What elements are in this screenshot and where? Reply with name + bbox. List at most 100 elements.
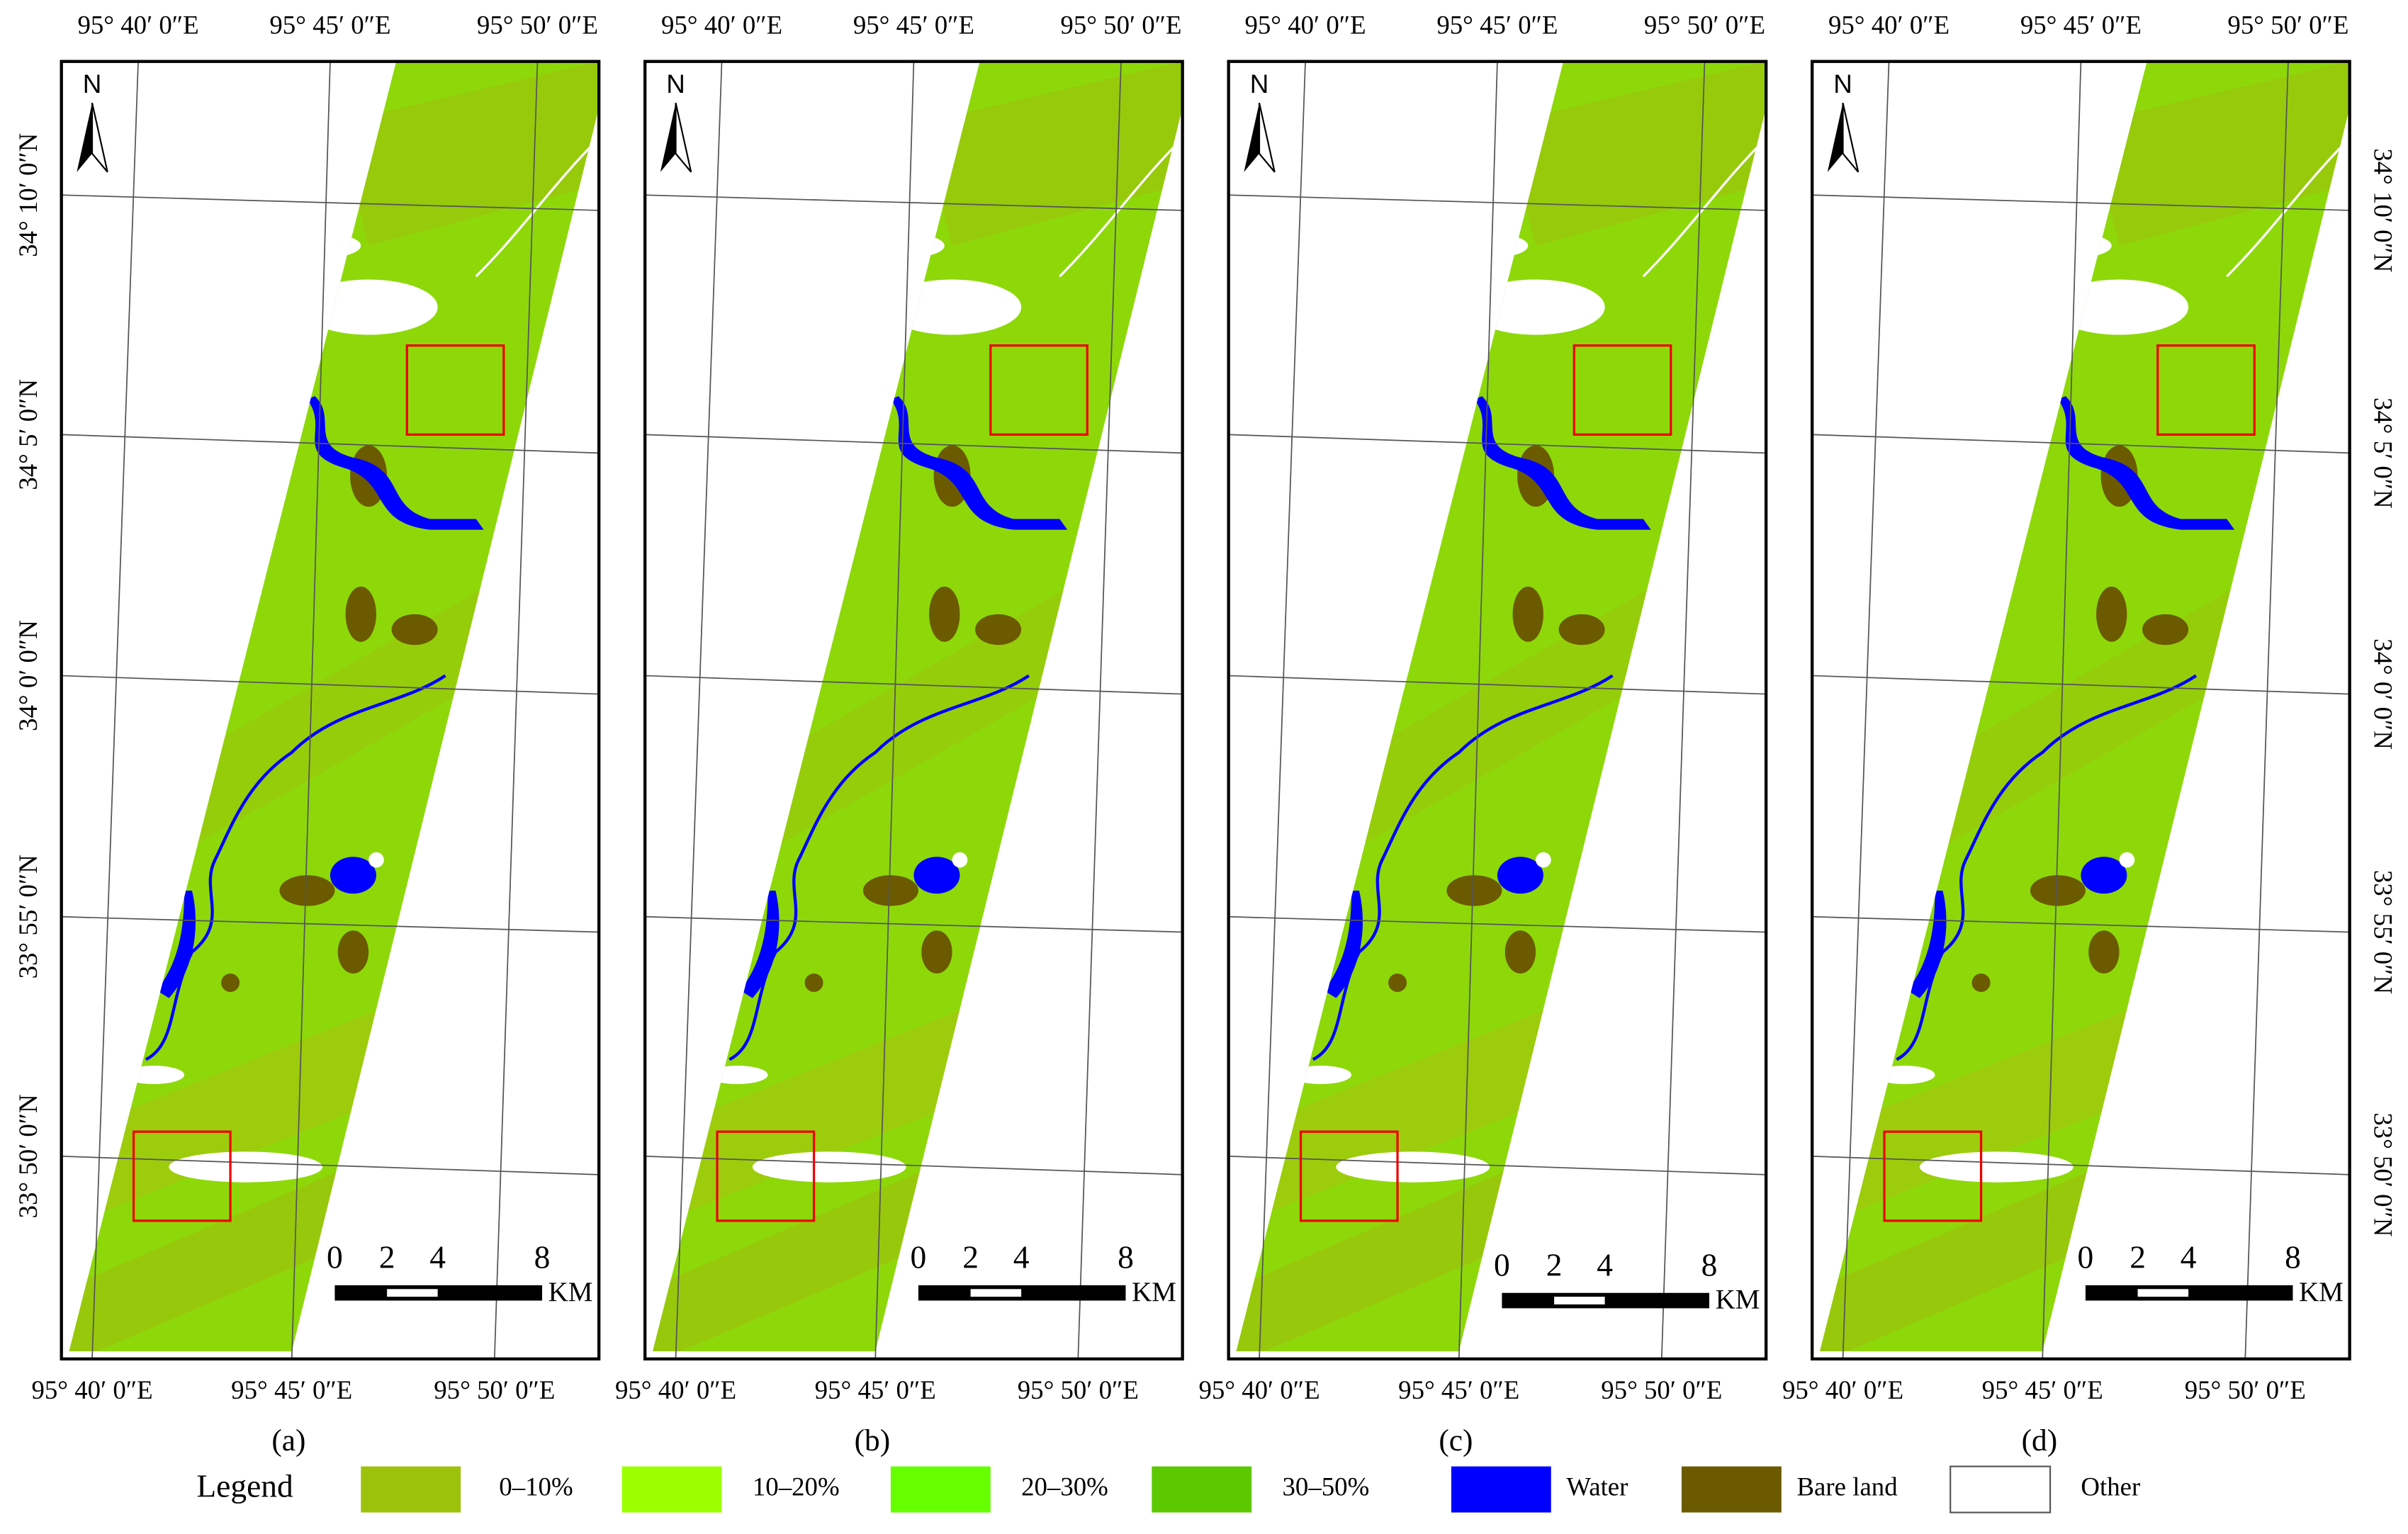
parallel (645, 675, 1183, 695)
parallel (61, 1155, 600, 1175)
legend-label: 30–50% (1283, 1472, 1370, 1501)
north-label: N (83, 69, 102, 98)
map-panel: 95° 40′ 0″E 95° 40′ 0″E 95° 45′ 0″E 95° 45′… (615, 10, 1183, 1457)
panel-caption: (a) (271, 1423, 305, 1457)
highlight-box (132, 1130, 232, 1222)
scale-tick-label: 8 (2285, 1239, 2301, 1275)
longitude-label: 95° 50′ 0″E (2227, 10, 2348, 39)
panel-caption: (d) (2022, 1423, 2058, 1457)
highlight-box (1883, 1130, 1983, 1222)
scale-tick-label: 4 (1597, 1246, 1613, 1282)
parallel (1228, 194, 1767, 211)
meridian (874, 61, 915, 1359)
legend: Legend 0–10% 10–20% 20–30% 30–50% Water Bare l… (196, 1465, 2140, 1513)
north-arrow (1827, 103, 1843, 172)
longitude-label: 95° 50′ 0″E (477, 10, 598, 39)
panel-caption: (c) (1439, 1423, 1473, 1457)
parallel (1812, 194, 2350, 211)
latitude-label: 33° 50′ 0″N (13, 1094, 43, 1218)
scale-tick-label: 0 (327, 1239, 343, 1275)
meridian (1660, 61, 1706, 1359)
scale-bar (970, 1289, 1022, 1297)
parallel (61, 434, 600, 454)
highlight-box (1299, 1130, 1399, 1222)
parallel (645, 194, 1183, 211)
meridian (1842, 61, 1890, 1359)
map-panel: 95° 40′ 0″E 95° 40′ 0″E 95° 45′ 0″E 95° 45′… (1782, 10, 2398, 1457)
panel-frame (643, 60, 1184, 1361)
longitude-label: 95° 45′ 0″E (853, 10, 974, 39)
longitude-label: 95° 40′ 0″E (31, 1375, 152, 1404)
meridian (493, 61, 539, 1359)
longitude-label: 95° 40′ 0″E (1828, 10, 1950, 39)
longitude-label: 95° 45′ 0″E (269, 10, 390, 39)
north-arrow (660, 103, 676, 172)
legend-swatch (621, 1466, 722, 1513)
latitude-label: 33° 55′ 0″N (2369, 870, 2398, 994)
latitude-label: 34° 10′ 0″N (2369, 148, 2398, 272)
scale-unit: KM (1716, 1285, 1760, 1315)
map-panel: 95° 40′ 0″E 95° 40′ 0″E 95° 45′ 0″E 95° 45′… (1198, 10, 1768, 1457)
legend-label: 20–30% (1021, 1472, 1108, 1501)
parallel (1228, 915, 1767, 933)
legend-label: 10–20% (753, 1472, 840, 1501)
longitude-label: 95° 45′ 0″E (815, 1375, 936, 1404)
longitude-label: 95° 45′ 0″E (231, 1375, 352, 1404)
panel-caption: (b) (855, 1423, 891, 1457)
highlight-box (2156, 344, 2256, 436)
longitude-label: 95° 50′ 0″E (1644, 10, 1765, 39)
parallel (645, 1155, 1183, 1175)
longitude-label: 95° 50′ 0″E (1060, 10, 1181, 39)
meridian (1077, 61, 1122, 1359)
highlight-box (1572, 344, 1672, 436)
highlight-box (405, 344, 505, 436)
highlight-box (989, 344, 1088, 436)
north-label: N (1250, 69, 1269, 98)
panel-frame (60, 60, 601, 1361)
meridian (675, 61, 723, 1359)
longitude-label: 95° 45′ 0″E (1436, 10, 1558, 39)
legend-swatch (1950, 1465, 2052, 1513)
scale-tick-label: 8 (534, 1239, 551, 1275)
latitude-label: 34° 10′ 0″N (13, 133, 43, 257)
scale-tick-label: 0 (2078, 1239, 2094, 1275)
north-arrow (1258, 102, 1276, 173)
parallel (1228, 675, 1767, 695)
parallel (61, 675, 600, 695)
meridian (91, 61, 139, 1359)
scale-tick-label: 0 (911, 1239, 927, 1275)
parallel (645, 915, 1183, 933)
longitude-label: 95° 40′ 0″E (615, 1375, 736, 1404)
parallel (1228, 1155, 1767, 1175)
scale-tick-label: 2 (2129, 1239, 2146, 1275)
latitude-label: 34° 0′ 0″N (2369, 638, 2398, 750)
scale-tick-label: 0 (1494, 1246, 1510, 1282)
map-panel: 95° 40′ 0″E 95° 40′ 0″E 95° 45′ 0″E 95° 45′… (13, 10, 599, 1457)
longitude-label: 95° 45′ 0″E (2020, 10, 2142, 39)
longitude-label: 95° 40′ 0″E (77, 10, 198, 39)
scale-bar (1502, 1292, 1709, 1309)
panel-frame (1811, 60, 2351, 1361)
north-arrow (1244, 103, 1260, 172)
scale-bar (918, 1285, 1126, 1301)
meridian (291, 61, 331, 1359)
highlight-box (716, 1130, 816, 1222)
north-arrow (91, 102, 108, 173)
parallel (1812, 675, 2350, 695)
meridian (2244, 61, 2289, 1359)
scale-bar (334, 1285, 542, 1301)
scale-unit: KM (1132, 1277, 1176, 1307)
scale-unit: KM (548, 1277, 593, 1307)
longitude-label: 95° 50′ 0″E (434, 1375, 555, 1404)
legend-swatch (1681, 1466, 1782, 1513)
north-arrow (1842, 102, 1860, 173)
latitude-label: 34° 0′ 0″N (13, 620, 43, 731)
legend-label: 0–10% (499, 1472, 573, 1501)
scale-unit: KM (2299, 1277, 2344, 1307)
longitude-label: 95° 40′ 0″E (1244, 10, 1366, 39)
north-label: N (1833, 69, 1852, 98)
legend-swatch (361, 1466, 461, 1513)
scale-tick-label: 2 (379, 1239, 395, 1275)
